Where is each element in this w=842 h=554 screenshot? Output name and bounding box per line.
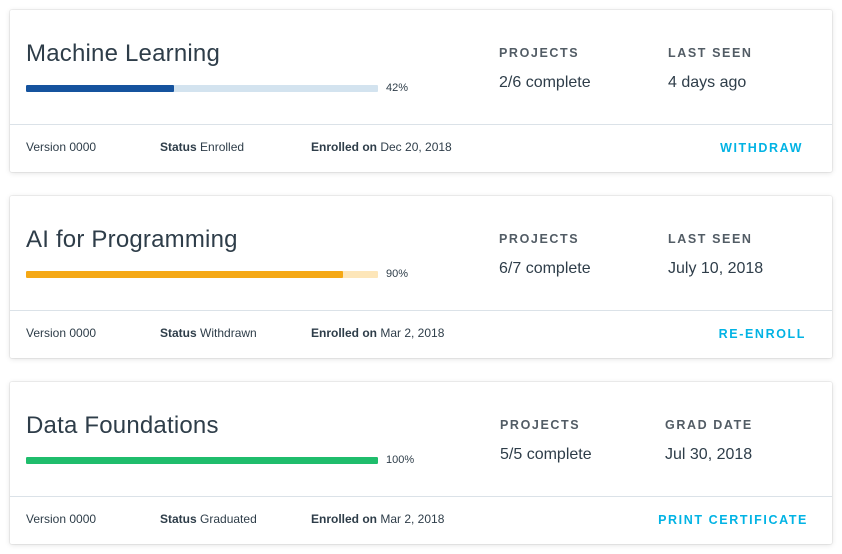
grad-date-label: GRAD DATE <box>665 418 753 432</box>
version-text: Version 0000 <box>26 326 97 340</box>
withdraw-button[interactable]: WITHDRAW <box>720 141 803 155</box>
course-title: AI for Programming <box>26 226 238 253</box>
progress-percent: 90% <box>386 268 409 280</box>
progress-fill <box>26 85 174 92</box>
enrolled-info: Enrolled on Mar 2, 2018 <box>311 512 444 526</box>
status-info: Status Graduated <box>160 512 257 526</box>
enrolled-value: Mar 2, 2018 <box>380 326 445 340</box>
status-info: Status Enrolled <box>160 140 244 154</box>
course-card-header: Data Foundations 100% PROJECTS 5/5 compl… <box>10 382 832 496</box>
course-title: Data Foundations <box>26 412 219 439</box>
enrolled-value: Mar 2, 2018 <box>380 512 445 526</box>
version-text: Version 0000 <box>26 140 97 154</box>
last-seen-label: LAST SEEN <box>668 46 753 60</box>
projects-value: 6/7 complete <box>499 260 591 277</box>
status-value: Graduated <box>200 512 257 526</box>
status-label: Status <box>160 512 197 526</box>
course-card-header: AI for Programming 90% PROJECTS 6/7 comp… <box>10 196 832 310</box>
re-enroll-button[interactable]: RE-ENROLL <box>718 327 806 341</box>
course-title: Machine Learning <box>26 40 220 67</box>
projects-value: 2/6 complete <box>499 74 591 91</box>
projects-value: 5/5 complete <box>500 446 592 463</box>
grad-date-value: Jul 30, 2018 <box>665 446 753 463</box>
progress-percent: 100% <box>386 454 415 466</box>
course-card-data-foundations: Data Foundations 100% PROJECTS 5/5 compl… <box>10 382 832 544</box>
status-value: Withdrawn <box>200 326 257 340</box>
status-label: Status <box>160 326 197 340</box>
progress-bar <box>26 85 378 92</box>
course-card-machine-learning: Machine Learning 42% PROJECTS 2/6 comple… <box>10 10 832 172</box>
progress-fill <box>26 457 378 464</box>
course-card-footer: Version 0000 Status Graduated Enrolled o… <box>10 496 832 544</box>
version-text: Version 0000 <box>26 512 97 526</box>
last-seen-value: July 10, 2018 <box>668 260 764 277</box>
enrolled-info: Enrolled on Mar 2, 2018 <box>311 326 444 340</box>
status-value: Enrolled <box>200 140 245 154</box>
projects-label: PROJECTS <box>500 418 581 432</box>
progress-percent: 42% <box>386 82 409 94</box>
projects-label: PROJECTS <box>499 46 580 60</box>
enrolled-info: Enrolled on Dec 20, 2018 <box>311 140 452 154</box>
enrolled-label: Enrolled on <box>311 512 377 526</box>
status-info: Status Withdrawn <box>160 326 257 340</box>
course-card-header: Machine Learning 42% PROJECTS 2/6 comple… <box>10 10 832 124</box>
progress-fill <box>26 271 343 278</box>
progress-bar <box>26 457 378 464</box>
projects-label: PROJECTS <box>499 232 580 246</box>
course-card-footer: Version 0000 Status Enrolled Enrolled on… <box>10 124 832 172</box>
enrolled-label: Enrolled on <box>311 326 377 340</box>
last-seen-label: LAST SEEN <box>668 232 753 246</box>
course-card-footer: Version 0000 Status Withdrawn Enrolled o… <box>10 310 832 358</box>
enrolled-value: Dec 20, 2018 <box>380 140 452 154</box>
course-card-ai-for-programming: AI for Programming 90% PROJECTS 6/7 comp… <box>10 196 832 358</box>
progress-bar <box>26 271 378 278</box>
enrolled-label: Enrolled on <box>311 140 377 154</box>
print-certificate-button[interactable]: PRINT CERTIFICATE <box>658 513 808 527</box>
status-label: Status <box>160 140 197 154</box>
last-seen-value: 4 days ago <box>668 74 747 91</box>
